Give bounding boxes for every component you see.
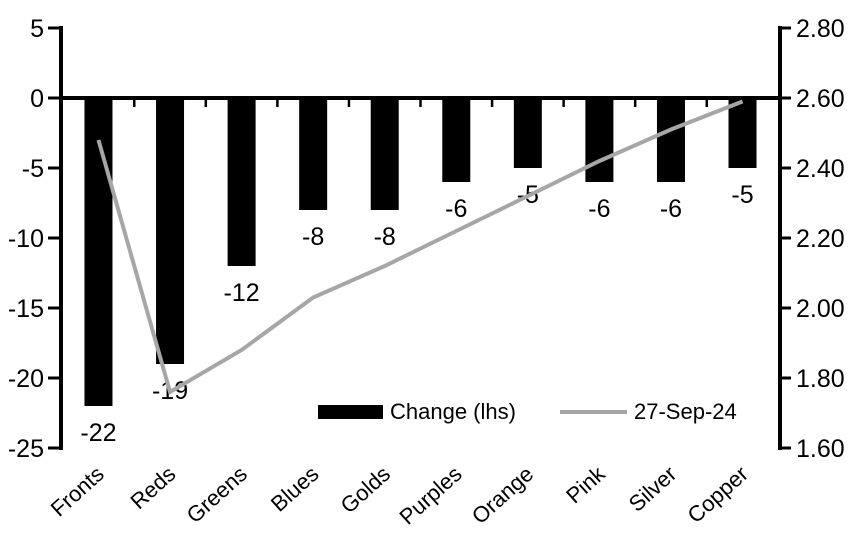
x-category-label: Purples (394, 461, 466, 529)
bar (299, 98, 328, 210)
bar-value-label: -5 (731, 181, 753, 209)
bar (370, 98, 399, 210)
y-axis-right-tick-label: 2.60 (796, 85, 845, 113)
bar (156, 98, 185, 364)
x-category-label: Copper (683, 461, 753, 528)
y-axis-left-tick-label: 0 (30, 85, 44, 113)
legend-bar-swatch-icon (318, 405, 383, 419)
x-category-label: Greens (182, 461, 252, 528)
bar (728, 98, 757, 168)
bar-value-label: -12 (224, 279, 260, 307)
bar (513, 98, 542, 168)
y-axis-left-tick-label: -15 (8, 295, 44, 323)
bar (585, 98, 614, 182)
legend-item-line: 27-Sep-24 (560, 399, 737, 424)
bar-value-label: -6 (445, 195, 467, 223)
x-category-label: Blues (266, 461, 324, 516)
y-axis-right-tick-label: 2.20 (796, 225, 845, 253)
y-axis-left-tick-label: 5 (30, 15, 44, 43)
trend-line (96, 99, 744, 396)
x-category-label: Reds (125, 461, 180, 514)
legend-line-swatch-icon (560, 410, 627, 414)
y-axis-right-tick-label: 1.60 (796, 435, 845, 463)
y-axis-right-tick-label: 2.80 (796, 15, 845, 43)
y-axis-left-tick-label: -10 (8, 225, 44, 253)
y-axis-right-tick-label: 2.40 (796, 155, 845, 183)
bar-value-label: -8 (302, 223, 324, 251)
x-category-label: Golds (336, 461, 395, 518)
y-axis-right-tick-label: 1.80 (796, 365, 845, 393)
bar-value-label: -8 (374, 223, 396, 251)
bar (227, 98, 256, 266)
legend-label-change: Change (lhs) (390, 399, 516, 424)
y-axis-left-tick-label: -20 (8, 365, 44, 393)
y-axis-right-tick-label: 2.00 (796, 295, 845, 323)
x-category-label: Fronts (46, 461, 109, 521)
legend-item-change: Change (lhs) (318, 399, 516, 424)
bar-value-label: -22 (80, 419, 116, 447)
bar (84, 98, 113, 406)
x-category-label: Orange (467, 461, 538, 529)
bar-value-label: -6 (588, 195, 610, 223)
legend-label-line: 27-Sep-24 (634, 399, 737, 424)
y-axis-left-tick-label: -5 (22, 155, 44, 183)
y-axis-left-tick-label: -25 (8, 435, 44, 463)
bar (442, 98, 471, 182)
bar (656, 98, 685, 182)
x-category-label: Pink (561, 460, 610, 508)
bar-value-label: -6 (660, 195, 682, 223)
x-category-label: Silver (624, 461, 682, 516)
